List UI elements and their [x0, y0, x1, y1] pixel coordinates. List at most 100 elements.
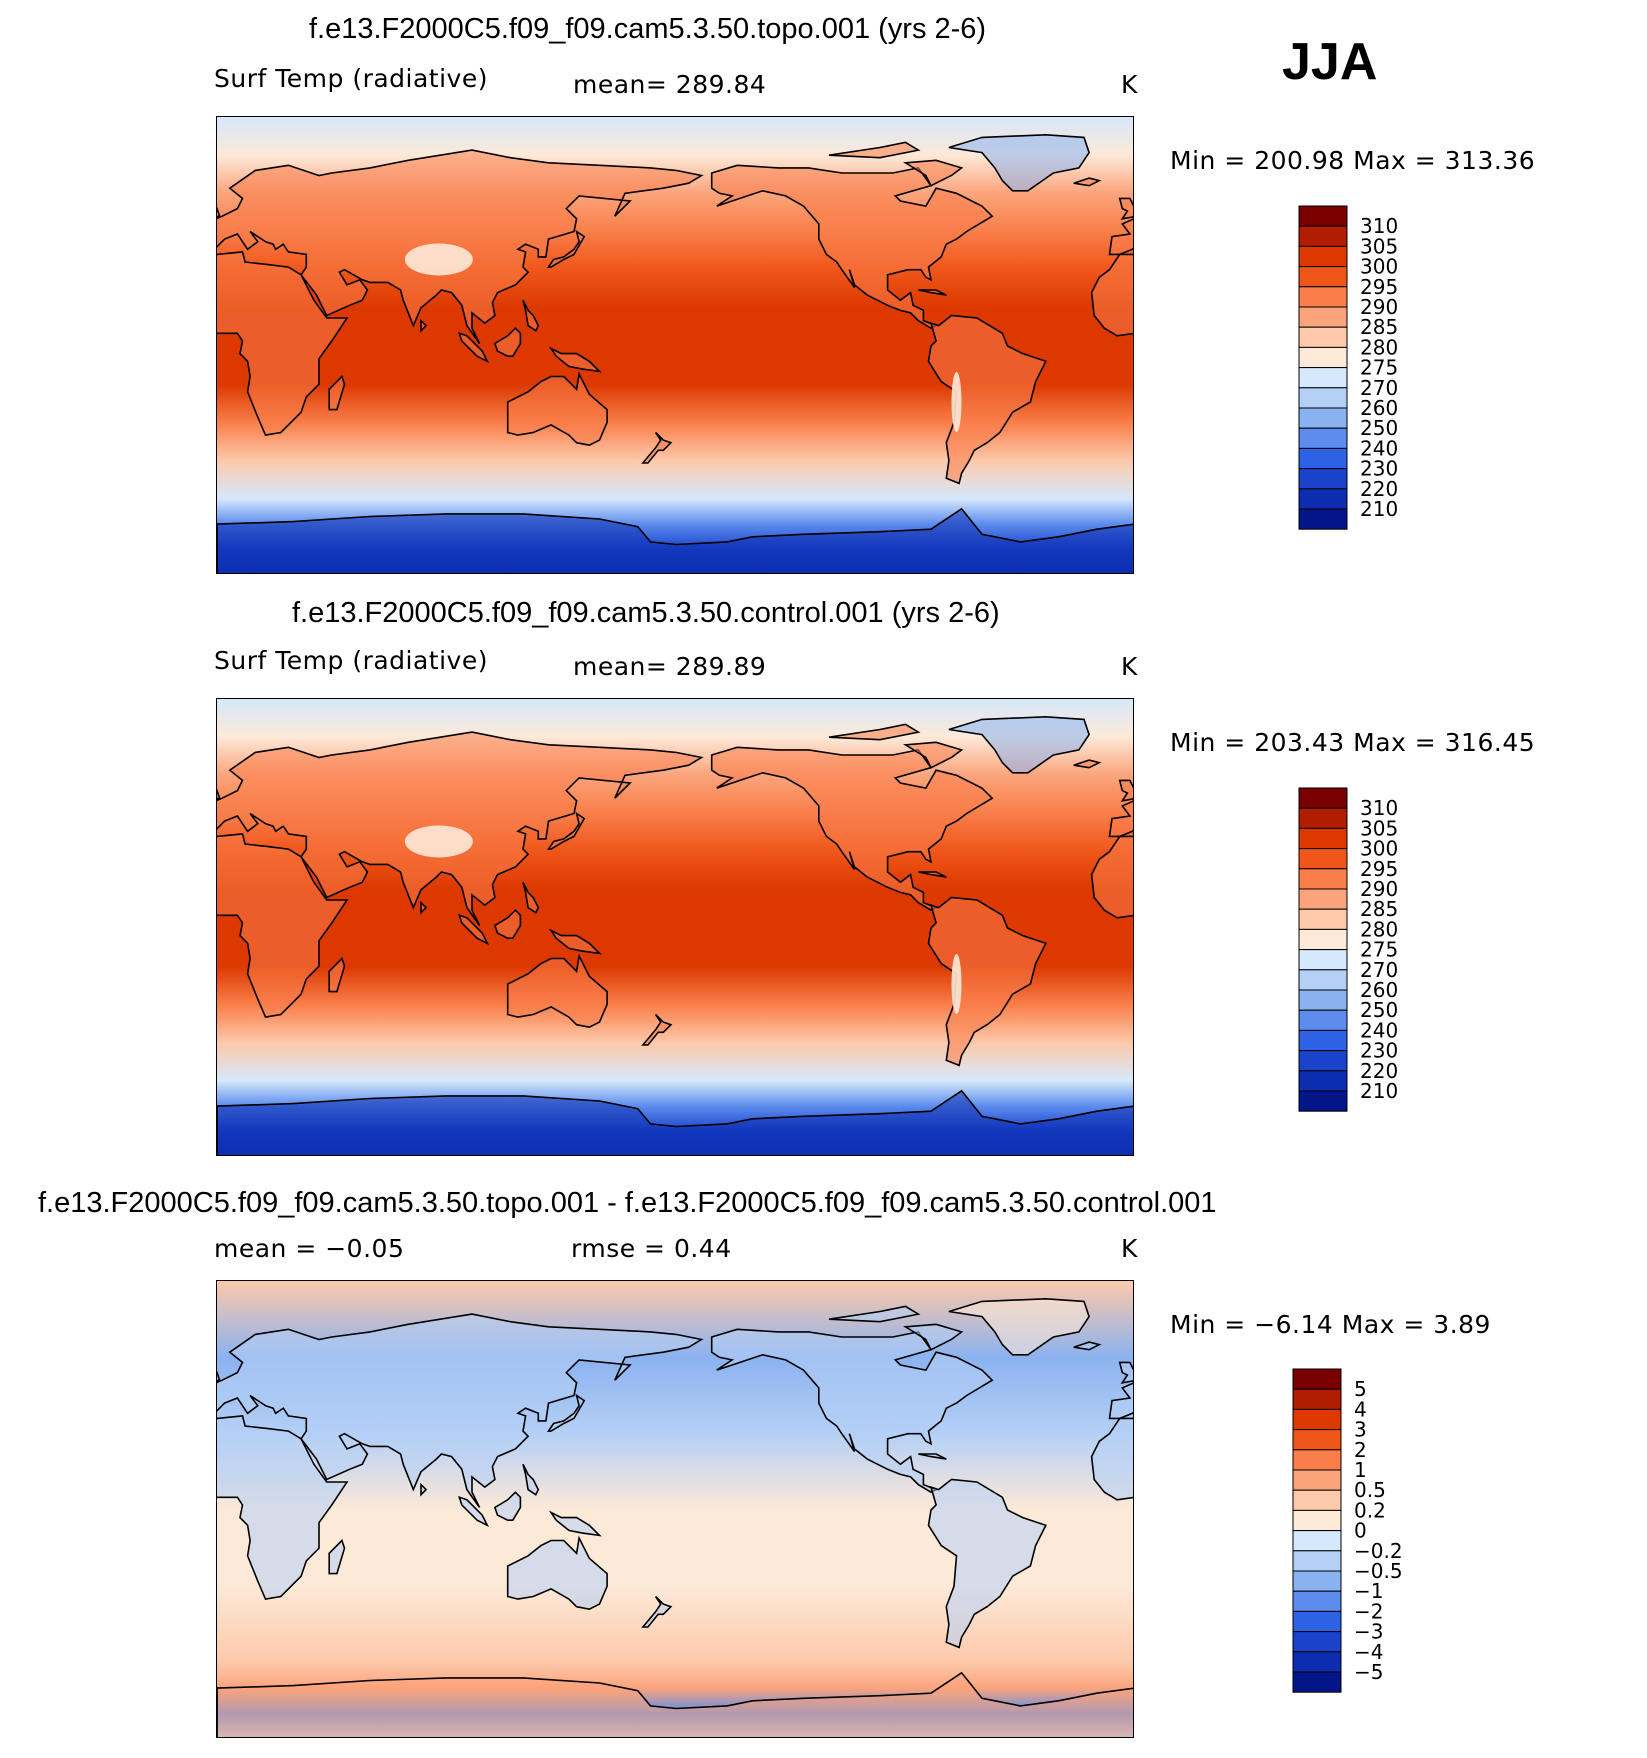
coastline-eurasia	[217, 1313, 704, 1508]
panel-1-colorbar: 310 305 300 295 290 285 280 275 270 260 250 240 230 2…	[1298, 205, 1438, 530]
colorbar-swatch	[1292, 1610, 1342, 1633]
coastlines	[217, 1297, 1133, 1737]
colorbar-swatch	[1298, 1050, 1348, 1072]
colorbar-tick-label: 290	[1360, 877, 1398, 901]
colorbar-swatch	[1298, 787, 1348, 809]
colorbar-swatch	[1292, 1570, 1342, 1592]
colorbar-tick-label: 210	[1360, 497, 1398, 521]
coastline-northamerica	[710, 746, 994, 912]
coastline-philippines	[522, 1463, 540, 1496]
colorbar-tick-label: 250	[1360, 416, 1398, 440]
coastline-japan	[546, 229, 586, 268]
colorbar-swatch	[1298, 508, 1348, 530]
coastline-newguinea	[548, 928, 602, 955]
andes-feature	[951, 371, 962, 432]
colorbar-tick-label: 310	[1360, 796, 1398, 820]
colorbar-swatch	[1298, 346, 1348, 369]
colorbar-swatch	[1298, 807, 1348, 829]
colorbar-segments	[1292, 1368, 1342, 1693]
tibet-plateau-feature	[404, 243, 473, 276]
colorbar-swatch	[1298, 928, 1348, 951]
colorbar-tick-label: −2	[1354, 1599, 1383, 1623]
colorbar-tick-label: −0.5	[1354, 1559, 1403, 1583]
coastline-northamerica	[710, 164, 994, 330]
coastline-cuba	[918, 1453, 947, 1460]
colorbar-swatch	[1298, 225, 1348, 247]
colorbar-tick-label: 2	[1354, 1438, 1367, 1462]
coastline-baffin	[903, 159, 964, 187]
coastline-greenland	[948, 133, 1090, 192]
coastline-iceland	[1073, 759, 1102, 769]
panel-1-title: f.e13.F2000C5.f09_f09.cam5.3.50.topo.001…	[309, 13, 987, 45]
coastline-baffin	[903, 741, 964, 769]
coastline-australia	[506, 953, 608, 1029]
panel-2-colorbar: 310 305 300 295 290 285 280 275 270 260 250 240 230 2…	[1298, 787, 1438, 1112]
panel-2-title: f.e13.F2000C5.f09_f09.cam5.3.50.control.…	[292, 597, 1000, 629]
colorbar-swatch	[1298, 205, 1348, 227]
colorbar-swatch	[1298, 848, 1348, 870]
colorbar-swatch	[1292, 1388, 1342, 1410]
colorbar-swatch	[1298, 286, 1348, 308]
coastline-madagascar	[328, 1539, 346, 1575]
coastline-borneo	[493, 909, 522, 939]
coastline-uk	[217, 206, 221, 218]
panel-3-colorbar: 5 4 3 2 1 0.5 0.2 0 −0.2 −0.5 −1 −2 −3 −4 −5	[1292, 1368, 1432, 1693]
colorbar-segments	[1298, 787, 1348, 1112]
colorbar-swatch	[1292, 1530, 1342, 1552]
coastline-australia	[506, 1535, 608, 1611]
colorbar-swatch	[1298, 266, 1348, 288]
coastline-newguinea	[548, 346, 602, 373]
coastline-uk	[217, 788, 221, 800]
colorbar-swatch	[1298, 908, 1348, 930]
coastline-antarctica	[217, 507, 1133, 573]
colorbar-swatch	[1292, 1509, 1342, 1532]
colorbar-tick-label: 300	[1360, 255, 1398, 279]
colorbar-tick-label: 295	[1360, 857, 1398, 881]
colorbar-swatch	[1298, 387, 1348, 409]
coastline-sumatra	[458, 914, 490, 946]
coastline-uk	[1118, 779, 1133, 802]
colorbar-tick-label: 210	[1360, 1079, 1398, 1103]
coastline-uk	[217, 1370, 221, 1382]
coastline-africa	[217, 251, 349, 436]
colorbar-tick-label: −4	[1354, 1640, 1383, 1664]
coastline-srilanka	[420, 318, 428, 333]
coastline-africa	[1090, 835, 1133, 919]
coastline-newzealand	[641, 431, 673, 464]
coastline-srilanka	[420, 1482, 428, 1497]
colorbar-swatch	[1298, 447, 1348, 470]
colorbar-tick-label: 270	[1360, 376, 1398, 400]
coastline-philippines	[522, 881, 540, 914]
colorbar-tick-label: 280	[1360, 335, 1398, 359]
coastline-japan	[546, 1393, 586, 1432]
coastline-arctic_isl	[828, 723, 921, 741]
colorbar-tick-label: 1	[1354, 1458, 1367, 1482]
coastline-eurasia	[1108, 218, 1133, 256]
coastline-antarctica	[217, 1671, 1133, 1737]
colorbar-swatch	[1292, 1429, 1342, 1451]
colorbar-swatch	[1292, 1631, 1342, 1653]
panel-3-title: f.e13.F2000C5.f09_f09.cam5.3.50.topo.001…	[38, 1187, 1217, 1219]
coastline-greenland	[948, 1297, 1090, 1356]
colorbar-tick-label: 260	[1360, 978, 1398, 1002]
colorbar-swatch	[1292, 1590, 1342, 1612]
coastline-greenland	[948, 715, 1090, 774]
colorbar-tick-label: −1	[1354, 1579, 1383, 1603]
panel-3-units: K	[1121, 1234, 1138, 1263]
coastline-newzealand	[641, 1595, 673, 1628]
colorbar-swatch	[1292, 1368, 1342, 1390]
colorbar-tick-label: 290	[1360, 295, 1398, 319]
colorbar-swatch	[1292, 1671, 1342, 1693]
andes-feature	[951, 953, 962, 1014]
panel-3-mean: mean = −0.05	[214, 1234, 405, 1263]
panel-1-map	[216, 116, 1134, 574]
colorbar-tick-label: 310	[1360, 214, 1398, 238]
colorbar-tick-label: 220	[1360, 1059, 1398, 1083]
colorbar-tick-label: 220	[1360, 477, 1398, 501]
coastline-madagascar	[328, 375, 346, 411]
colorbar-swatch	[1298, 468, 1348, 490]
panel-3-map	[216, 1280, 1134, 1738]
coastline-africa	[217, 833, 349, 1018]
coastline-australia	[506, 371, 608, 447]
colorbar-tick-label: −0.2	[1354, 1539, 1403, 1563]
